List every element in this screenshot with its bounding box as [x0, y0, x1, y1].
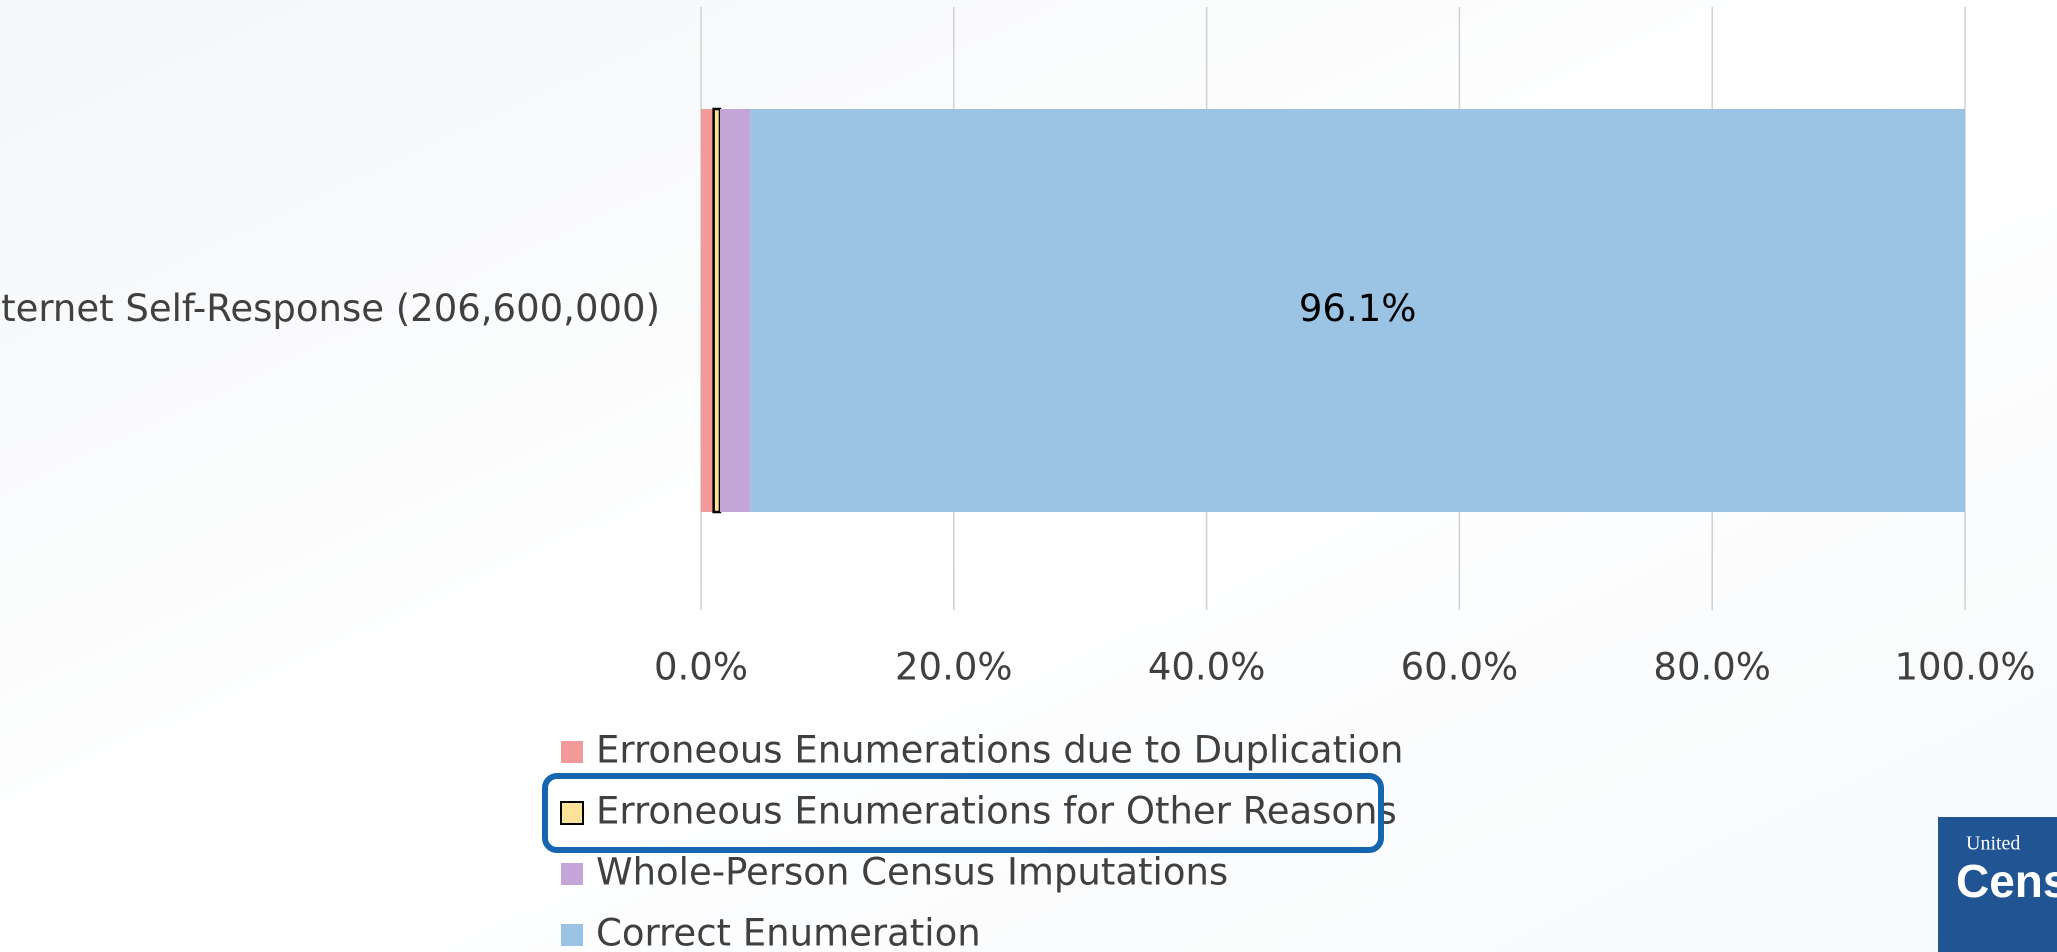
bar-segment [750, 109, 1965, 512]
logo-text: Census [1956, 855, 2057, 907]
x-tick-label: 60.0% [1401, 646, 1519, 689]
legend-label: Erroneous Enumerations for Other Reasons [596, 790, 1397, 833]
bar-segment [719, 109, 751, 512]
x-tick-label: 40.0% [1148, 646, 1266, 689]
legend-label: Whole-Person Census Imputations [596, 851, 1228, 894]
x-tick-label: 0.0% [654, 646, 748, 689]
x-tick-label: 20.0% [895, 646, 1013, 689]
legend-swatch [561, 741, 583, 763]
x-tick-label: 100.0% [1894, 646, 2035, 689]
data-label: 96.1% [1299, 287, 1417, 330]
legend-swatch [560, 801, 584, 825]
legend-swatch [561, 863, 583, 885]
bar-segment [712, 107, 722, 514]
logo-box [1938, 817, 2057, 952]
legend-highlight [542, 773, 1384, 853]
y-tick-label: Internet Self-Response (206,600,000) [0, 287, 660, 330]
logo-text: United [1966, 833, 2020, 855]
bar-segment [701, 109, 714, 512]
x-tick-label: 80.0% [1653, 646, 1771, 689]
legend-label: Correct Enumeration [596, 912, 981, 952]
legend-label: Erroneous Enumerations due to Duplicatio… [596, 729, 1403, 772]
legend-swatch [561, 924, 583, 946]
